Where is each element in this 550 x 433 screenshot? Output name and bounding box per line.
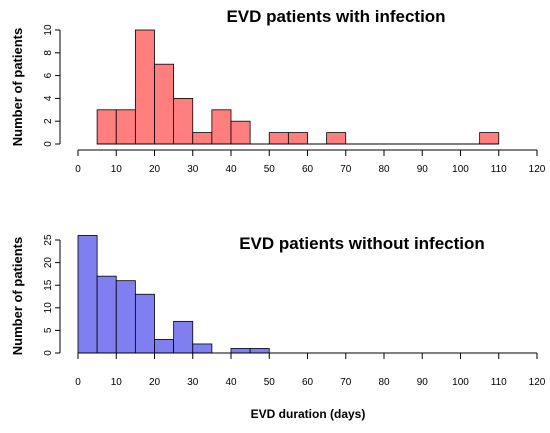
histogram-bar [479,132,500,145]
y-tick-label: 0 [43,350,54,356]
x-tick-label: 90 [417,164,429,175]
chart-title-with-infection: EVD patients with infection [226,7,445,26]
x-tick-label: 80 [378,164,390,175]
x-tick-label: 60 [302,164,314,175]
histogram-bar [173,320,194,354]
x-tick-label: 20 [149,164,161,175]
x-tick-label: 90 [417,377,429,388]
x-tick-label: 50 [264,164,276,175]
x-tick-label: 100 [452,164,469,175]
x-tick-label: 40 [225,377,237,388]
histogram-bar [115,109,136,145]
y-axis-with-infection: 0 2 4 6 8 10 [43,24,61,147]
y-tick-label: 8 [43,50,54,56]
y-tick-label: 0 [43,141,54,147]
x-tick-label: 70 [340,377,352,388]
histogram-bar [154,63,175,145]
x-tick-label: 10 [111,164,123,175]
histogram-bar [134,29,155,145]
histogram-panel-without-infection: EVD patients without infection Number of… [10,234,546,421]
x-axis-with-infection: 0 10 20 30 40 50 60 70 80 90 100 110 120 [75,149,546,175]
y-axis-label-without-infection: Number of patients [10,237,25,355]
x-tick-label: 40 [225,164,237,175]
bars-without-infection [77,235,270,354]
histogram-bar [192,343,213,354]
x-tick-label: 0 [75,377,81,388]
histogram-bar [134,293,155,354]
x-tick-label: 30 [187,164,199,175]
x-tick-label: 70 [340,164,352,175]
histogram-bar [268,132,289,145]
y-tick-label: 10 [43,24,54,36]
x-axis-label: EVD duration (days) [251,407,366,421]
histogram-bar [154,339,175,354]
histogram-bar [249,348,270,354]
y-tick-label: 2 [43,118,54,124]
y-axis-label-with-infection: Number of patients [10,28,25,146]
y-tick-label: 5 [43,327,54,333]
histogram-bar [326,132,347,145]
histogram-bar [77,235,98,354]
y-tick-label: 4 [43,95,54,101]
x-axis-without-infection: 0 10 20 30 40 50 60 70 80 90 100 110 120 [75,352,546,388]
x-tick-label: 100 [452,377,469,388]
y-axis-without-infection: 0 5 10 15 20 25 [43,234,61,356]
x-tick-label: 80 [378,377,390,388]
chart-title-without-infection: EVD patients without infection [239,234,485,253]
x-tick-label: 20 [149,377,161,388]
x-tick-label: 0 [75,164,81,175]
x-tick-label: 10 [111,377,123,388]
histogram-bar [96,109,117,145]
x-tick-label: 110 [491,164,507,175]
histogram-panel-with-infection: EVD patients with infection Number of pa… [10,7,546,175]
histogram-bar [173,98,194,145]
x-tick-label: 120 [529,377,546,388]
y-tick-label: 20 [43,257,54,269]
histogram-bar [211,109,232,145]
x-tick-label: 110 [491,377,507,388]
y-tick-label: 6 [43,72,54,78]
histogram-bar [230,348,251,354]
x-tick-label: 50 [264,377,276,388]
y-tick-label: 15 [43,279,54,291]
histogram-bar [230,120,251,145]
y-tick-label: 10 [43,302,54,314]
histogram-bar [96,275,117,354]
bars-with-infection [96,29,500,145]
x-tick-label: 120 [529,164,546,175]
y-tick-label: 25 [43,234,54,246]
x-tick-label: 60 [302,377,314,388]
histogram-bar [115,280,136,354]
histogram-bar [192,132,213,145]
x-tick-label: 30 [187,377,199,388]
histogram-bar [287,132,308,145]
